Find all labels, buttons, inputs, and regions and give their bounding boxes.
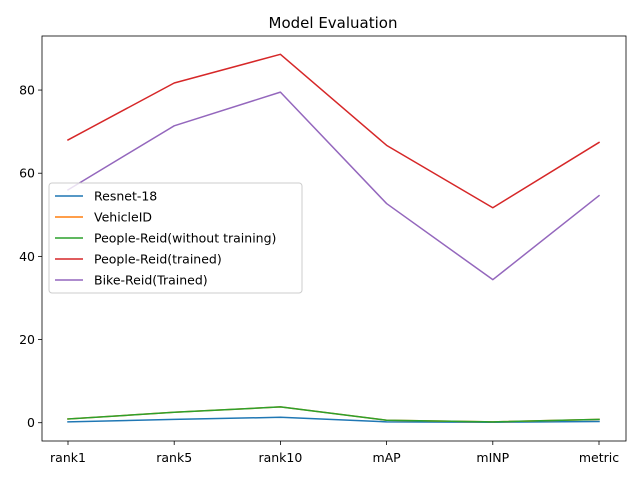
series-line-3 bbox=[66, 53, 601, 209]
chart-title: Model Evaluation bbox=[269, 14, 398, 32]
y-tick-label-1: 20 bbox=[19, 332, 35, 347]
x-tick-label-3: mAP bbox=[372, 450, 401, 465]
legend-box bbox=[48, 182, 303, 294]
legend-entry-2: People-Reid(without training) bbox=[94, 231, 276, 246]
series-layer bbox=[66, 53, 601, 424]
x-tick-label-2: rank10 bbox=[258, 450, 302, 465]
legend-entry-4: Bike-Reid(Trained) bbox=[94, 273, 208, 288]
x-tick-label-4: mINP bbox=[476, 450, 509, 465]
x-tick-label-5: metric bbox=[579, 450, 619, 465]
axes-layer: rank1 rank5 rank10 mAP mINP metric 0 20 40 60 80 bbox=[19, 35, 627, 465]
y-tick-label-0: 0 bbox=[27, 415, 35, 430]
x-tick-label-0: rank1 bbox=[50, 450, 86, 465]
y-tick-label-3: 60 bbox=[19, 166, 35, 181]
x-tick-label-1: rank5 bbox=[156, 450, 192, 465]
y-tick-label-4: 80 bbox=[19, 83, 35, 98]
series-line-4 bbox=[66, 91, 601, 281]
legend-entry-3: People-Reid(trained) bbox=[94, 252, 222, 267]
legend-entry-0: Resnet-18 bbox=[94, 189, 157, 204]
legend-entry-1: VehicleID bbox=[94, 210, 152, 225]
plot-frame bbox=[41, 35, 627, 442]
legend: Resnet-18 VehicleID People-Reid(without tr… bbox=[48, 182, 303, 294]
series-line-2 bbox=[67, 406, 600, 423]
y-tick-label-2: 40 bbox=[19, 249, 35, 264]
